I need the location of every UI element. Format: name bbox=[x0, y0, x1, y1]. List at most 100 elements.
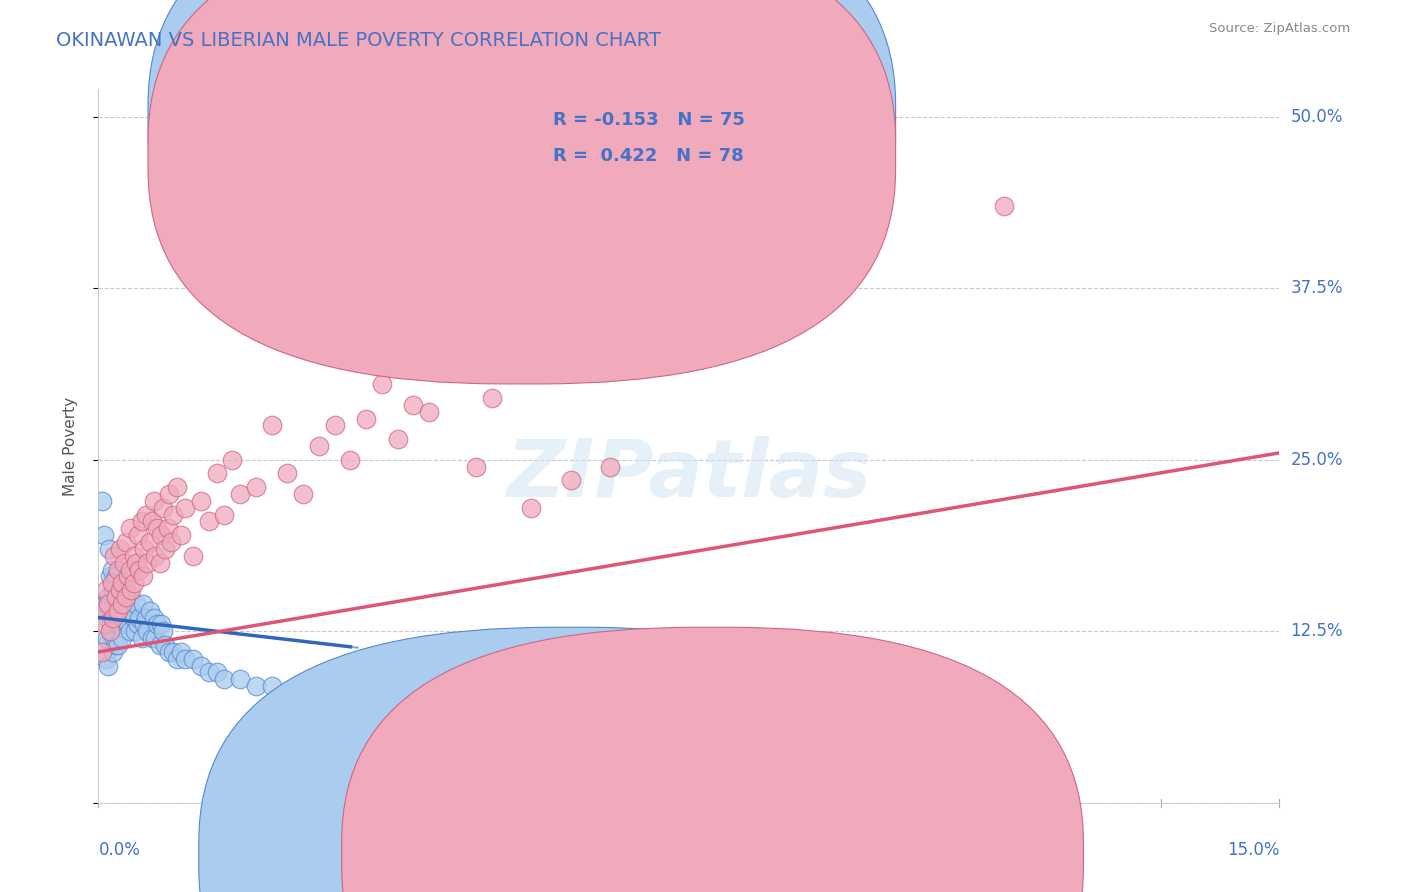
Point bbox=[98, 569, 121, 583]
Point bbox=[197, 515, 219, 529]
Point bbox=[150, 617, 173, 632]
Point bbox=[117, 569, 139, 583]
Point bbox=[174, 651, 197, 665]
Point bbox=[93, 528, 115, 542]
Point bbox=[135, 610, 157, 624]
Point bbox=[520, 500, 543, 515]
Point bbox=[98, 624, 121, 639]
Point bbox=[94, 638, 117, 652]
Point bbox=[118, 521, 141, 535]
Point bbox=[91, 604, 114, 618]
Point bbox=[162, 508, 184, 522]
Point bbox=[96, 583, 118, 598]
Point bbox=[190, 494, 212, 508]
Point bbox=[170, 528, 193, 542]
Point bbox=[107, 638, 129, 652]
Point bbox=[339, 686, 361, 700]
Point bbox=[205, 467, 228, 481]
Point bbox=[122, 576, 145, 591]
Point bbox=[756, 686, 779, 700]
Point bbox=[276, 467, 298, 481]
Point bbox=[131, 515, 153, 529]
Point bbox=[599, 459, 621, 474]
Text: 25.0%: 25.0% bbox=[1291, 450, 1343, 468]
Point bbox=[115, 597, 138, 611]
Point bbox=[166, 480, 188, 494]
Point bbox=[197, 665, 219, 680]
Point bbox=[149, 638, 172, 652]
Point bbox=[127, 617, 149, 632]
Text: 15.0%: 15.0% bbox=[1227, 841, 1279, 859]
Point bbox=[108, 597, 131, 611]
Point bbox=[418, 405, 440, 419]
Point bbox=[339, 452, 361, 467]
Point bbox=[93, 597, 115, 611]
Point bbox=[308, 679, 330, 693]
Point bbox=[121, 583, 143, 598]
Text: Okinawans: Okinawans bbox=[582, 847, 673, 865]
Text: R =  0.422   N = 78: R = 0.422 N = 78 bbox=[553, 146, 744, 164]
Point bbox=[122, 549, 145, 563]
Point bbox=[122, 610, 145, 624]
Point bbox=[128, 610, 150, 624]
Point bbox=[107, 590, 129, 604]
Point bbox=[143, 631, 166, 645]
Point bbox=[481, 391, 503, 405]
Point bbox=[103, 576, 125, 591]
Point bbox=[229, 673, 252, 687]
Point bbox=[97, 658, 120, 673]
Point bbox=[110, 583, 132, 598]
Point bbox=[108, 617, 131, 632]
Point bbox=[132, 617, 155, 632]
Point bbox=[104, 638, 127, 652]
FancyBboxPatch shape bbox=[482, 93, 813, 182]
Point bbox=[97, 590, 120, 604]
FancyBboxPatch shape bbox=[148, 0, 896, 384]
Y-axis label: Male Poverty: Male Poverty bbox=[63, 396, 77, 496]
Point bbox=[98, 541, 121, 556]
Point bbox=[101, 583, 124, 598]
Point bbox=[103, 610, 125, 624]
Text: OKINAWAN VS LIBERIAN MALE POVERTY CORRELATION CHART: OKINAWAN VS LIBERIAN MALE POVERTY CORREL… bbox=[56, 31, 661, 50]
Point bbox=[104, 604, 127, 618]
Point bbox=[112, 610, 135, 624]
Point bbox=[125, 556, 148, 570]
Point bbox=[115, 590, 138, 604]
Point bbox=[111, 631, 134, 645]
Point bbox=[131, 597, 153, 611]
Point bbox=[103, 631, 125, 645]
Point bbox=[107, 562, 129, 576]
Point bbox=[308, 439, 330, 453]
Point bbox=[96, 610, 118, 624]
Point bbox=[111, 576, 134, 591]
Point bbox=[101, 562, 124, 576]
Point bbox=[97, 597, 120, 611]
Point bbox=[143, 549, 166, 563]
Point bbox=[181, 651, 204, 665]
Point bbox=[100, 617, 122, 632]
Point bbox=[96, 651, 118, 665]
Point bbox=[93, 617, 115, 632]
Point bbox=[132, 541, 155, 556]
Point bbox=[112, 556, 135, 570]
FancyBboxPatch shape bbox=[342, 627, 1084, 892]
Point bbox=[155, 541, 177, 556]
Point bbox=[98, 624, 121, 639]
Point bbox=[174, 500, 197, 515]
Point bbox=[118, 590, 141, 604]
Point bbox=[387, 693, 409, 707]
Point bbox=[141, 515, 163, 529]
Point bbox=[150, 528, 173, 542]
Point bbox=[441, 363, 464, 377]
Point bbox=[138, 604, 160, 618]
Point bbox=[91, 645, 114, 659]
Point bbox=[229, 487, 252, 501]
Point bbox=[152, 500, 174, 515]
Point bbox=[136, 556, 159, 570]
Point bbox=[111, 590, 134, 604]
Point bbox=[131, 569, 153, 583]
Point bbox=[160, 535, 183, 549]
Point bbox=[323, 418, 346, 433]
Point bbox=[101, 610, 124, 624]
Point bbox=[292, 487, 315, 501]
